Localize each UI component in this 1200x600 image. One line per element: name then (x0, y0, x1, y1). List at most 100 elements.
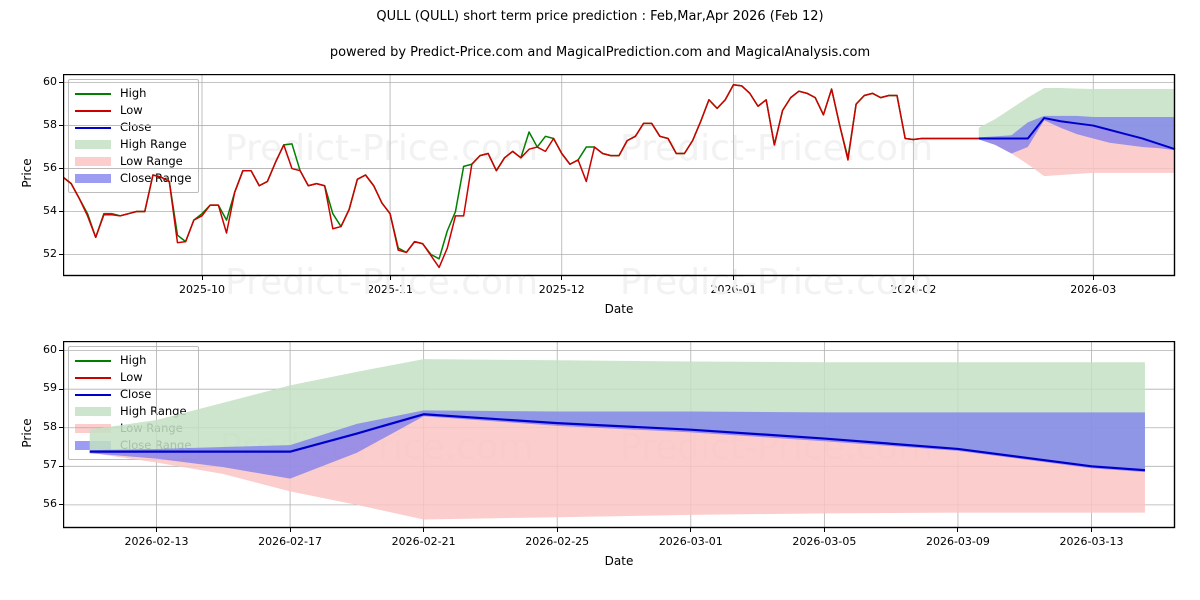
legend-swatch (75, 122, 111, 133)
legend-line-swatch (75, 109, 111, 112)
y-tick-mark (59, 254, 63, 255)
legend-label: Low (120, 102, 143, 117)
legend-swatch (75, 389, 111, 400)
legend-item[interactable]: Close Range (75, 170, 191, 187)
x-tick-label: 2026-03-01 (658, 535, 723, 548)
legend-item[interactable]: High Range (75, 136, 191, 153)
x-tick-mark (957, 528, 959, 532)
y-tick-label: 56 (43, 496, 57, 510)
overview-x-axis-label: Date (604, 302, 634, 316)
legend-label: High Range (120, 403, 187, 418)
x-tick-label: 2026-03-13 (1059, 535, 1124, 548)
legend-swatch (75, 173, 111, 184)
legend-patch-swatch (75, 140, 111, 149)
x-tick-mark (690, 528, 692, 532)
x-tick-label: 2026-03-05 (792, 535, 857, 548)
x-tick-label: 2026-02-13 (124, 535, 189, 548)
legend-label: High (120, 352, 147, 367)
x-tick-label: 2025-11 (367, 283, 414, 296)
x-tick-label: 2026-02-21 (391, 535, 456, 548)
y-tick-mark (59, 211, 63, 213)
x-tick-mark (561, 276, 563, 280)
legend-item[interactable]: Close (75, 119, 191, 136)
y-tick-label: 57 (43, 458, 57, 472)
forecast-detail-plot (63, 341, 1176, 529)
y-tick-label: 56 (43, 160, 57, 174)
legend-item[interactable]: Low (75, 369, 191, 386)
y-tick-mark (59, 504, 63, 506)
y-tick-label: 60 (43, 342, 57, 356)
chart-subtitle: powered by Predict-Price.com and Magical… (329, 45, 871, 60)
low-line (63, 83, 979, 269)
close-line (89, 413, 1146, 472)
legend-label: Close (120, 386, 152, 401)
legend-line-swatch (75, 92, 111, 95)
x-tick-label: 2026-02-17 (258, 535, 323, 548)
y-tick-label: 54 (43, 203, 57, 217)
x-tick-label: 2026-02-25 (525, 535, 590, 548)
x-tick-label: 2026-03-09 (925, 535, 990, 548)
x-tick-label: 2026-03 (1070, 283, 1117, 296)
x-tick-mark (556, 528, 558, 532)
legend-patch-swatch (75, 157, 111, 166)
y-tick-mark (59, 388, 63, 390)
legend-swatch (75, 372, 111, 383)
overview-y-axis-label: Price (20, 158, 34, 188)
axes-spine (63, 341, 1176, 529)
x-tick-mark (823, 528, 825, 532)
y-tick-label: 58 (43, 419, 57, 433)
legend-patch-swatch (75, 174, 111, 183)
legend-swatch (75, 423, 111, 434)
y-tick-label: 52 (43, 246, 57, 260)
x-tick-mark (423, 528, 425, 532)
legend-swatch (75, 105, 111, 116)
legend-line-swatch (75, 376, 111, 379)
x-tick-mark (201, 276, 203, 280)
y-tick-label: 59 (43, 381, 57, 395)
legend-item[interactable]: High (75, 85, 191, 102)
legend-swatch (75, 355, 111, 366)
legend-item[interactable]: High (75, 352, 191, 369)
forecast-detail-y-axis-label: Price (20, 417, 34, 448)
close-line (978, 117, 1176, 151)
x-tick-label: 2025-12 (538, 283, 585, 296)
y-tick-mark (59, 465, 63, 467)
x-tick-mark (1092, 276, 1094, 280)
legend-item[interactable]: Low Range (75, 153, 191, 170)
legend-swatch (75, 156, 111, 167)
low-range-band (978, 118, 1175, 177)
legend-label: Low Range (120, 153, 183, 168)
legend-item[interactable]: Low (75, 102, 191, 119)
high-line (63, 83, 979, 260)
x-tick-mark (389, 276, 391, 280)
legend-swatch (75, 406, 111, 417)
x-tick-label: 2026-02 (890, 283, 937, 296)
x-tick-mark (912, 276, 914, 280)
x-tick-mark (289, 528, 291, 532)
legend-swatch (75, 88, 111, 99)
y-tick-mark (59, 82, 63, 84)
legend-label: Close (120, 119, 152, 134)
x-tick-mark (1091, 528, 1093, 532)
forecast-detail-x-axis-label: Date (604, 554, 634, 568)
close-range-band (978, 115, 1175, 154)
x-tick-mark (732, 276, 734, 280)
legend-label: Close Range (120, 170, 192, 185)
legend-label: High Range (120, 136, 187, 151)
legend-line-swatch (75, 126, 111, 129)
legend-item[interactable]: Close (75, 386, 191, 403)
legend-patch-swatch (75, 424, 111, 433)
y-tick-label: 60 (43, 74, 57, 88)
x-tick-label: 2026-01 (710, 283, 757, 296)
y-tick-mark (59, 350, 63, 352)
y-tick-label: 58 (43, 117, 57, 131)
legend-item[interactable]: High Range (75, 403, 191, 420)
axes-spine (63, 74, 1176, 277)
overview-plot (63, 74, 1176, 277)
x-tick-label: 2025-10 (179, 283, 225, 296)
y-tick-mark (59, 427, 63, 429)
close-range-band (89, 410, 1145, 479)
y-tick-mark (59, 125, 63, 127)
legend-label: High (120, 85, 147, 100)
